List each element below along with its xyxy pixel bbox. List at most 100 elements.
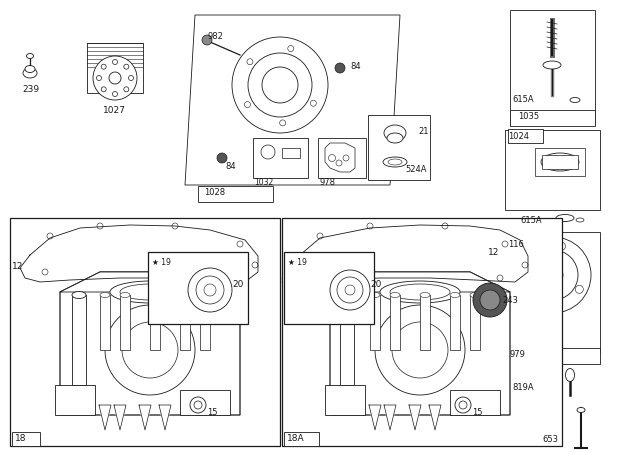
Text: 84: 84 <box>350 62 361 71</box>
Bar <box>55 385 95 415</box>
Circle shape <box>367 223 373 229</box>
Bar <box>318 138 366 178</box>
Bar <box>510 10 595 125</box>
Text: 12: 12 <box>12 262 24 271</box>
Text: ★ 19: ★ 19 <box>288 258 307 267</box>
Bar <box>505 348 600 364</box>
Ellipse shape <box>388 159 402 165</box>
Circle shape <box>337 277 363 303</box>
Text: 653: 653 <box>542 435 558 444</box>
Ellipse shape <box>383 157 407 167</box>
Bar <box>508 129 543 143</box>
Text: 1027: 1027 <box>103 106 126 115</box>
Polygon shape <box>429 405 441 430</box>
Text: 15: 15 <box>472 408 482 417</box>
Bar <box>370 295 380 350</box>
Circle shape <box>101 64 106 69</box>
Circle shape <box>480 290 500 310</box>
Circle shape <box>247 59 253 65</box>
Circle shape <box>528 250 578 300</box>
Polygon shape <box>60 272 240 415</box>
Polygon shape <box>409 405 421 430</box>
Circle shape <box>330 270 370 310</box>
Circle shape <box>202 35 212 45</box>
Circle shape <box>112 92 118 96</box>
Ellipse shape <box>420 293 430 298</box>
Polygon shape <box>369 405 381 430</box>
Polygon shape <box>384 405 396 430</box>
Text: 239: 239 <box>22 85 39 94</box>
Circle shape <box>455 397 471 413</box>
Circle shape <box>522 262 528 268</box>
Ellipse shape <box>556 215 574 222</box>
Circle shape <box>188 268 232 312</box>
Ellipse shape <box>390 293 400 298</box>
Text: 819A: 819A <box>512 383 534 392</box>
Polygon shape <box>139 405 151 430</box>
Circle shape <box>204 284 216 296</box>
Circle shape <box>124 64 129 69</box>
Text: 615A: 615A <box>520 216 542 225</box>
Circle shape <box>190 397 206 413</box>
Circle shape <box>515 237 591 313</box>
Circle shape <box>575 285 583 294</box>
Circle shape <box>109 72 121 84</box>
Bar <box>535 148 585 176</box>
Circle shape <box>196 276 224 304</box>
Ellipse shape <box>200 293 210 298</box>
Bar <box>10 218 280 446</box>
Bar <box>505 232 600 352</box>
Polygon shape <box>185 15 400 185</box>
Ellipse shape <box>27 53 33 58</box>
Bar <box>470 295 480 350</box>
Bar <box>282 148 300 158</box>
Bar <box>148 252 248 324</box>
Circle shape <box>459 401 467 409</box>
Circle shape <box>97 76 102 81</box>
Bar <box>180 390 230 415</box>
Circle shape <box>473 283 507 317</box>
Circle shape <box>248 53 312 117</box>
Ellipse shape <box>23 68 37 78</box>
Circle shape <box>194 401 202 409</box>
Bar <box>284 252 374 324</box>
Bar <box>450 390 500 415</box>
Circle shape <box>312 269 318 275</box>
Text: 1024: 1024 <box>508 132 529 141</box>
Bar <box>450 295 460 350</box>
Circle shape <box>244 101 250 108</box>
Text: 15: 15 <box>207 408 218 417</box>
Polygon shape <box>114 405 126 430</box>
Circle shape <box>497 275 503 281</box>
Circle shape <box>335 63 345 73</box>
Polygon shape <box>330 272 510 292</box>
Circle shape <box>262 67 298 103</box>
Text: 84: 84 <box>225 162 236 171</box>
Bar <box>420 295 430 350</box>
Bar <box>284 432 319 446</box>
Bar <box>120 295 130 350</box>
Circle shape <box>172 223 178 229</box>
Bar <box>12 432 40 446</box>
Ellipse shape <box>120 293 130 298</box>
Circle shape <box>217 153 227 163</box>
Circle shape <box>128 76 133 81</box>
Bar <box>200 295 210 350</box>
Text: 116: 116 <box>508 240 524 249</box>
Text: 615A: 615A <box>512 95 534 104</box>
Ellipse shape <box>549 157 571 167</box>
Bar <box>72 295 86 385</box>
Text: 18: 18 <box>15 434 27 443</box>
Polygon shape <box>325 143 355 172</box>
Circle shape <box>227 275 233 281</box>
Circle shape <box>317 233 323 239</box>
Text: 18A: 18A <box>287 434 304 443</box>
Circle shape <box>521 260 529 269</box>
Circle shape <box>105 305 195 395</box>
Ellipse shape <box>570 97 580 102</box>
Ellipse shape <box>565 368 575 381</box>
Circle shape <box>345 285 355 295</box>
Circle shape <box>329 154 335 162</box>
Text: 1032: 1032 <box>254 178 273 187</box>
Text: 20: 20 <box>232 280 244 289</box>
